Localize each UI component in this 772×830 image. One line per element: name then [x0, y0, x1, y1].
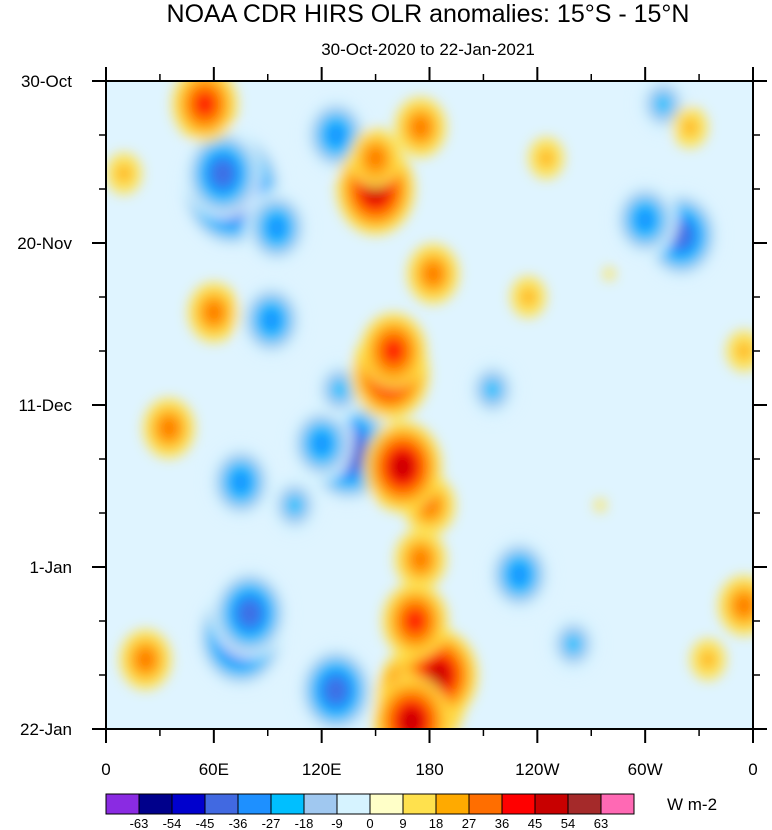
anomaly-cell [539, 149, 554, 167]
anomaly-cell [521, 288, 536, 306]
x-tick-label: 0 [748, 760, 757, 779]
colorbar-level-label: 18 [429, 816, 443, 830]
colorbar-swatch [369, 793, 404, 815]
colorbar-swatch [336, 793, 371, 815]
anomaly-cell [635, 208, 656, 232]
colorbar-level-label: -54 [163, 816, 182, 830]
colorbar-swatch [567, 793, 602, 815]
anomaly-field [106, 81, 753, 729]
y-tick-label: 20-Nov [17, 234, 72, 253]
colorbar-swatch [303, 793, 338, 815]
colorbar-level-label: -27 [262, 816, 281, 830]
anomaly-cell [366, 148, 385, 169]
anomaly-cell [603, 267, 615, 281]
y-axis: 30-Oct 20-Nov 11-Dec 1-Jan 22-Jan [17, 72, 767, 739]
colorbar-swatch [435, 793, 470, 815]
anomaly-cell [509, 562, 530, 587]
anomaly-cell [238, 599, 262, 627]
anomaly-cell [390, 453, 415, 481]
y-tick-label: 22-Jan [20, 720, 72, 739]
anomaly-cell [136, 649, 155, 670]
anomaly-cell [700, 651, 716, 668]
colorbar-level-label: -9 [331, 816, 343, 830]
colorbar-swatch [105, 793, 140, 815]
y-tick-label: 1-Jan [29, 558, 72, 577]
colorbar-units: W m-2 [667, 795, 717, 814]
anomaly-cell [383, 339, 404, 363]
anomaly-cell [735, 595, 753, 616]
anomaly-cell [324, 676, 348, 705]
x-tick-label: 0 [101, 760, 110, 779]
anomaly-cell [311, 431, 332, 456]
anomaly-cell [654, 94, 672, 115]
anomaly-cell [160, 418, 178, 439]
y-tick-label: 11-Dec [18, 396, 72, 415]
anomaly-cell [286, 495, 304, 516]
anomaly-cell [405, 609, 426, 633]
colorbar-swatch [204, 793, 239, 815]
anomaly-cell [194, 92, 215, 116]
colorbar-level-label: 27 [462, 816, 476, 830]
colorbar-level-label: -45 [196, 816, 215, 830]
anomaly-cell [411, 117, 430, 138]
colorbar-swatch [138, 793, 173, 815]
anomaly-cell [399, 707, 424, 729]
colorbar: -63 -54 -45 -36 -27 -18 -9 0 9 18 27 36 45 54 63 [105, 793, 635, 830]
colorbar-swatch [171, 793, 206, 815]
colorbar-level-label: -18 [295, 816, 314, 830]
colorbar-swatch [600, 793, 635, 815]
x-tick-label: 120W [515, 760, 559, 779]
anomaly-cell [594, 498, 606, 512]
anomaly-cell [230, 470, 251, 494]
anomaly-cell [116, 165, 132, 182]
y-tick-label: 30-Oct [21, 72, 72, 91]
anomaly-cell [483, 379, 502, 400]
x-tick-label: 60E [199, 760, 229, 779]
x-axis: 0 60E 120E 180 120W 60W 0 [101, 67, 758, 779]
anomaly-cell [564, 634, 582, 655]
x-tick-label: 180 [415, 760, 443, 779]
colorbar-swatch [534, 793, 569, 815]
anomaly-cell [325, 123, 347, 147]
colorbar-level-label: 54 [561, 816, 575, 830]
chart-subtitle: 30-Oct-2020 to 22-Jan-2021 [321, 40, 535, 59]
colorbar-level-label: 36 [495, 816, 509, 830]
anomaly-cell [426, 661, 451, 689]
x-tick-label: 120E [302, 760, 342, 779]
colorbar-level-label: 0 [366, 816, 373, 830]
colorbar-swatch [270, 793, 305, 815]
chart-title: NOAA CDR HIRS OLR anomalies: 15°S - 15°N [167, 0, 690, 28]
colorbar-level-label: 9 [399, 816, 406, 830]
colorbar-level-label: 45 [528, 816, 542, 830]
colorbar-level-label: -36 [229, 816, 248, 830]
colorbar-level-label: -63 [130, 816, 149, 830]
x-tick-label: 60W [628, 760, 663, 779]
anomaly-cell [261, 308, 282, 332]
anomaly-cell [266, 215, 287, 240]
colorbar-level-label: 63 [594, 816, 608, 830]
anomaly-cell [411, 549, 430, 570]
anomaly-cell [205, 302, 223, 323]
anomaly-cell [736, 342, 752, 360]
colorbar-swatch [237, 793, 272, 815]
anomaly-cell [330, 379, 349, 400]
colorbar-swatch [402, 793, 437, 815]
anomaly-cell [424, 263, 442, 284]
plot-area [106, 81, 753, 729]
colorbar-swatch [468, 793, 503, 815]
anomaly-cell [211, 159, 235, 188]
anomaly-cell [682, 118, 698, 136]
colorbar-swatch [501, 793, 536, 815]
